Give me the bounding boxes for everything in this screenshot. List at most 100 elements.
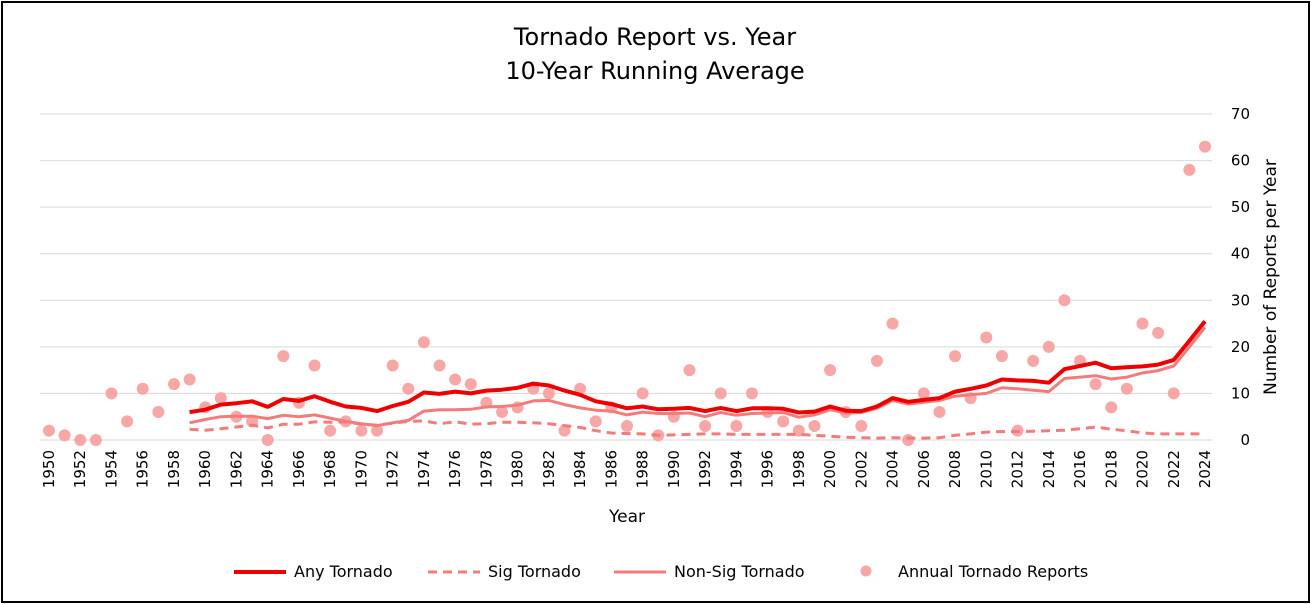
annual-report-point-2013 [1027,354,1040,367]
any-tornado-line [189,319,1207,415]
x-axis-title: Year [608,507,645,527]
x-tick-label-1980: 1980 [509,450,527,488]
legend: Any Tornado Sig Tornado Non-Sig Tornado … [234,562,1088,581]
x-tick-label-1960: 1960 [196,450,214,488]
annual-report-point-1964 [261,434,274,446]
annual-report-point-2008 [949,350,962,363]
x-tick-label-1962: 1962 [227,450,245,488]
annual-report-point-1957 [152,406,165,419]
x-tick-label-1982: 1982 [540,450,558,488]
annual-report-point-2014 [1042,340,1055,353]
legend-swatch-annual-reports [860,565,872,577]
annual-report-point-2004 [886,317,899,330]
annual-report-point-1997 [777,415,790,428]
x-tick-label-2022: 2022 [1165,450,1183,488]
x-tick-label-2020: 2020 [1134,450,1152,488]
x-tick-label-1966: 1966 [290,450,308,488]
annual-report-point-1992 [699,420,712,433]
annual-report-point-2022 [1167,387,1180,400]
annual-report-point-1955 [121,415,134,428]
x-tick-label-2012: 2012 [1009,450,1027,488]
x-tick-label-1978: 1978 [477,450,495,488]
y-tick-label-70: 70 [1231,105,1250,123]
x-tick-label-1986: 1986 [602,450,620,488]
x-tick-label-1990: 1990 [665,450,683,488]
y-tick-label-50: 50 [1231,198,1250,216]
chart-title: Tornado Report vs. Year [513,23,796,51]
annual-report-point-1951 [58,429,71,442]
x-tick-label-1988: 1988 [634,450,652,488]
annual-report-point-1983 [558,424,571,437]
x-tick-label-2024: 2024 [1196,450,1214,488]
annual-report-point-1956 [136,382,149,395]
annual-report-point-2003 [870,354,883,367]
x-tick-label-2016: 2016 [1071,450,1089,488]
annual-report-point-2002 [855,420,868,433]
annual-report-point-1993 [714,387,727,400]
legend-label-any-tornado: Any Tornado [294,562,393,581]
annual-report-point-1995 [745,387,758,400]
annual-report-point-2015 [1058,294,1071,307]
annual-report-point-1994 [730,420,743,433]
annual-report-point-1965 [277,350,290,363]
annual-report-point-1999 [808,420,821,433]
annual-report-point-1970 [355,424,368,437]
x-tick-label-1954: 1954 [102,450,120,488]
x-tick-label-1974: 1974 [415,450,433,488]
annual-report-point-1950 [43,424,55,437]
annual-report-point-2017 [1089,378,1102,391]
x-tick-label-2010: 2010 [977,450,995,488]
annual-report-point-1985 [589,415,602,428]
x-tick-label-2002: 2002 [852,450,870,488]
x-axis-ticks: 1950 1952 1954 1956 1958 1960 1962 1964 1966 1968… [40,450,1214,488]
y-tick-label-10: 10 [1231,384,1250,402]
annual-report-point-2024 [1199,140,1211,153]
x-tick-label-2008: 2008 [946,450,964,488]
annual-report-point-2005 [902,434,915,446]
y-axis-title: Number of Reports per Year [1261,159,1281,395]
x-tick-label-1996: 1996 [759,450,777,488]
annual-report-point-1953 [89,434,102,446]
annual-report-point-2007 [933,406,946,419]
annual-report-point-1988 [636,387,649,400]
x-tick-label-1968: 1968 [321,450,339,488]
annual-report-point-2021 [1152,326,1165,339]
x-tick-label-1958: 1958 [165,450,183,488]
y-tick-label-40: 40 [1231,245,1250,263]
annual-report-point-1991 [683,364,696,377]
annual-report-point-1968 [324,424,337,437]
x-tick-label-1970: 1970 [352,450,370,488]
annual-report-point-1974 [417,336,430,349]
annual-report-point-1977 [464,378,477,391]
x-tick-label-1994: 1994 [727,450,745,488]
annual-report-point-2020 [1136,317,1149,330]
annual-report-point-1973 [402,382,415,395]
x-tick-label-1976: 1976 [446,450,464,488]
annual-reports-series [43,140,1211,446]
x-tick-label-1956: 1956 [134,450,152,488]
annual-report-point-1987 [621,420,633,433]
annual-report-point-1971 [371,424,384,437]
y-tick-label-20: 20 [1231,338,1250,356]
sig-tornado-line [189,419,1205,440]
x-tick-label-1972: 1972 [384,450,402,488]
annual-report-point-1976 [449,373,462,386]
x-tick-label-1952: 1952 [71,450,89,488]
annual-report-point-1979 [496,406,509,419]
annual-report-point-2018 [1105,401,1118,414]
legend-label-non-sig-tornado: Non-Sig Tornado [674,562,805,581]
annual-report-point-1958 [167,378,180,391]
x-tick-label-1998: 1998 [790,450,808,488]
y-tick-label-60: 60 [1231,152,1250,170]
running-average-series [189,319,1207,440]
annual-report-point-1961 [214,392,227,405]
annual-report-point-1972 [386,359,399,372]
annual-report-point-1982 [542,387,555,400]
annual-report-point-1959 [183,373,196,386]
x-tick-label-2018: 2018 [1102,450,1120,488]
annual-report-point-2010 [980,331,993,344]
annual-report-point-1975 [433,359,446,372]
x-tick-label-1950: 1950 [40,450,58,488]
annual-report-point-2019 [1120,382,1133,395]
